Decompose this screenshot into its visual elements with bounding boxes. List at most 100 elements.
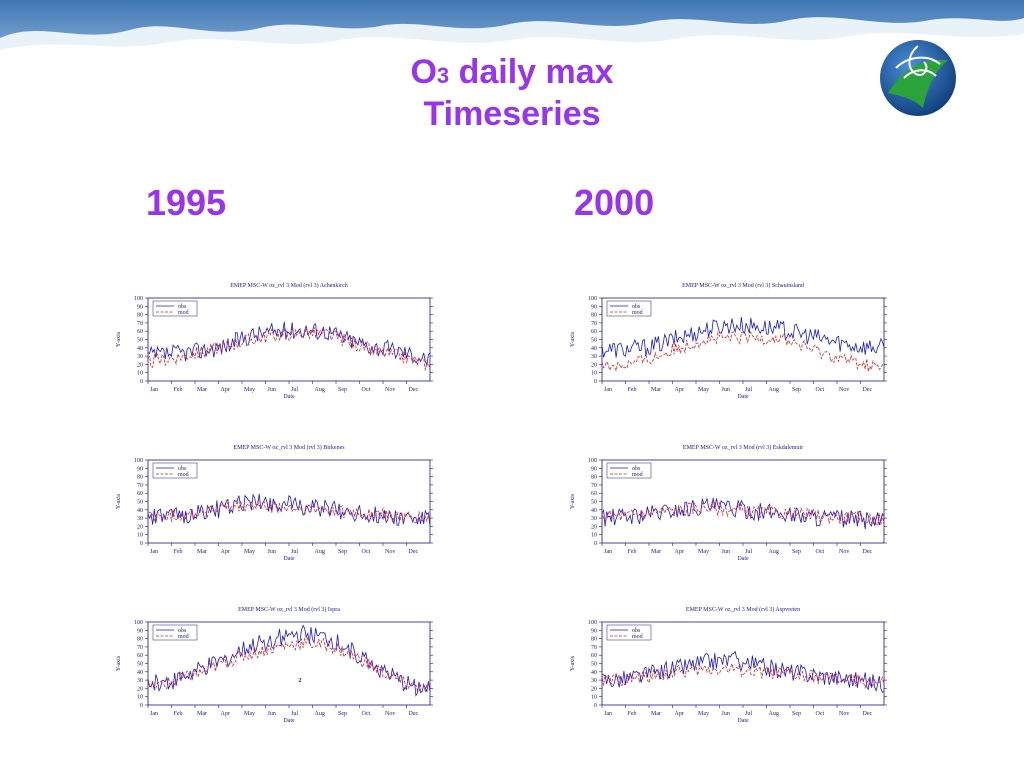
x-axis-label: Date [737, 718, 749, 724]
y-tick-label: 0 [594, 703, 597, 709]
x-tick-label: Jun [268, 711, 276, 717]
y-tick-label: 70 [591, 483, 597, 489]
x-axis-label: Date [283, 556, 295, 562]
y-tick-label: 10 [137, 695, 143, 701]
y-tick-label: 100 [588, 620, 597, 626]
y-tick-label: 40 [591, 508, 597, 514]
y-tick-label: 90 [137, 304, 143, 310]
y-tick-label: 90 [591, 628, 597, 634]
x-tick-label: Dec [409, 387, 419, 393]
y-tick-label: 60 [137, 329, 143, 335]
x-tick-label: Apr [675, 549, 684, 555]
series-line-mod [147, 636, 431, 693]
y-axis-label: Y-axis [116, 331, 122, 347]
chart-birkenes: EMEP MSC-W oz_rvl 3 Mod (rvl 3) Birkenes… [108, 440, 438, 570]
series-line-obs [147, 493, 431, 526]
x-tick-label: Jul [291, 387, 298, 393]
x-tick-label: Feb [174, 387, 183, 393]
x-tick-label: May [244, 387, 255, 393]
x-tick-label: Nov [839, 387, 849, 393]
x-tick-label: Jun [722, 387, 730, 393]
y-tick-label: 70 [591, 645, 597, 651]
y-axis-label: Y-axis [570, 331, 576, 347]
legend-label-obs: obs [178, 304, 187, 310]
x-tick-label: Oct [362, 549, 371, 555]
x-tick-label: May [698, 549, 709, 555]
y-tick-label: 10 [591, 533, 597, 539]
x-tick-label: Jul [745, 711, 752, 717]
y-tick-label: 80 [591, 313, 597, 319]
series-line-obs [147, 624, 431, 697]
sky-banner [0, 0, 1024, 60]
x-tick-label: Mar [197, 711, 207, 717]
y-axis-label: Y-axis [570, 655, 576, 671]
chart-title: EMEP MSC-W oz_rvl 3 Mod (rvl 3) Achenkir… [230, 282, 348, 289]
series-line-obs [601, 497, 885, 530]
y-tick-label: 70 [137, 483, 143, 489]
x-tick-label: Apr [221, 549, 230, 555]
y-tick-label: 30 [137, 678, 143, 684]
y-tick-label: 90 [137, 628, 143, 634]
legend-label-mod: mod [632, 472, 643, 478]
globe-logo-icon [880, 40, 956, 116]
x-tick-label: Mar [197, 549, 207, 555]
x-tick-label: Mar [197, 387, 207, 393]
x-tick-label: Jun [722, 549, 730, 555]
y-tick-label: 80 [591, 475, 597, 481]
y-tick-label: 50 [591, 338, 597, 344]
series-line-mod [601, 501, 885, 527]
x-tick-label: Dec [863, 387, 873, 393]
legend-label-mod: mod [178, 634, 189, 640]
y-tick-label: 70 [137, 645, 143, 651]
y-tick-label: 10 [137, 371, 143, 377]
chart-title: EMEP MSC-W oz_rvl 3 Mod (rvl 3) Ispra [238, 606, 340, 613]
y-axis-label: Y-axis [116, 655, 122, 671]
y-tick-label: 90 [591, 304, 597, 310]
chart-eskdalemuir: EMEP MSC-W oz_rvl 3 Mod (rvl 3) Eskdalem… [562, 440, 892, 570]
x-tick-label: May [698, 387, 709, 393]
y-tick-label: 0 [140, 703, 143, 709]
y-tick-label: 20 [137, 686, 143, 692]
legend-label-obs: obs [178, 628, 187, 634]
x-tick-label: Jun [268, 387, 276, 393]
chart-title: EMEP MSC-W oz_rvl 3 Mod (rvl 3) Aspvrete… [686, 606, 800, 613]
y-tick-label: 40 [137, 346, 143, 352]
legend-label-mod: mod [178, 472, 189, 478]
x-tick-label: Aug [769, 549, 779, 555]
x-tick-label: Jul [745, 387, 752, 393]
x-tick-label: Mar [651, 711, 661, 717]
y-tick-label: 0 [140, 379, 143, 385]
y-tick-label: 30 [591, 678, 597, 684]
chart-title: EMEP MSC-W oz_rvl 3 Mod (rvl 3) Schauins… [682, 282, 804, 289]
y-tick-label: 30 [591, 516, 597, 522]
y-tick-label: 50 [137, 662, 143, 668]
legend-label-mod: mod [178, 310, 189, 316]
y-tick-label: 20 [591, 524, 597, 530]
x-tick-label: Aug [769, 387, 779, 393]
year-label-left: 1995 [146, 182, 227, 223]
x-tick-label: Oct [816, 387, 825, 393]
y-tick-label: 0 [140, 541, 143, 547]
y-tick-label: 30 [137, 516, 143, 522]
y-tick-label: 50 [137, 500, 143, 506]
x-tick-label: Sep [792, 387, 801, 393]
chart-ispra: EMEP MSC-W oz_rvl 3 Mod (rvl 3) Ispra 0 10… [108, 602, 438, 732]
page-title-line2: Timeseries [423, 95, 601, 133]
y-tick-label: 20 [137, 362, 143, 368]
y-tick-label: 100 [134, 296, 143, 302]
x-tick-label: Dec [863, 549, 873, 555]
y-axis-label: Y-axis [570, 493, 576, 509]
y-tick-label: 60 [137, 491, 143, 497]
x-tick-label: Sep [338, 549, 347, 555]
page-title-line1: O3 daily max [410, 53, 614, 91]
y-tick-label: 80 [137, 313, 143, 319]
y-tick-label: 20 [591, 686, 597, 692]
chart-achenkirch: EMEP MSC-W oz_rvl 3 Mod (rvl 3) Achenkir… [108, 278, 438, 408]
x-axis-label: Date [283, 718, 295, 724]
y-tick-label: 50 [137, 338, 143, 344]
chart-annotation: 2 [298, 678, 301, 684]
x-tick-label: Feb [628, 387, 637, 393]
y-tick-label: 80 [137, 475, 143, 481]
series-line-mod [601, 662, 885, 689]
y-tick-label: 100 [134, 620, 143, 626]
